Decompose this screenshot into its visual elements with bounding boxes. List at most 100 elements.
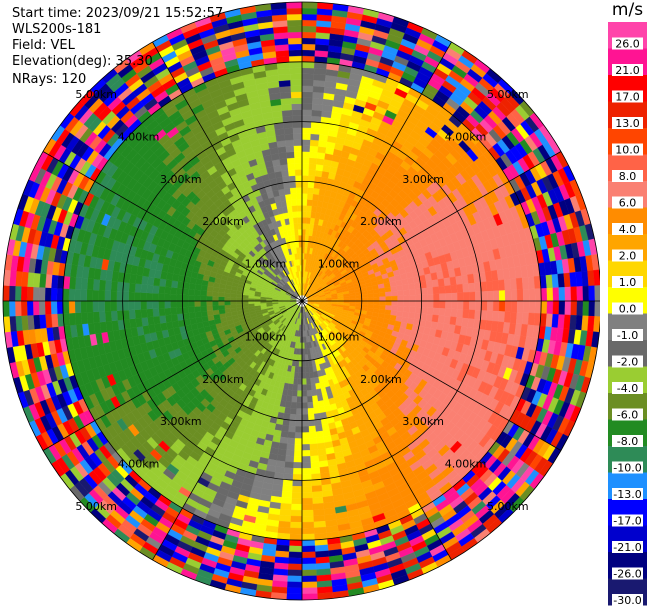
radar-ray [307, 285, 600, 302]
radar-gate [475, 300, 482, 311]
radar-gate [528, 288, 536, 302]
radar-gate [594, 300, 600, 317]
radar-gate [401, 278, 409, 286]
radar-gate [402, 306, 410, 313]
radar-gate [134, 300, 141, 310]
radar-gate [194, 289, 202, 296]
radar-gate [492, 300, 500, 312]
radar-gate [311, 389, 318, 397]
radar-gate [373, 292, 380, 298]
radar-gate [311, 395, 319, 403]
radar-gate [289, 413, 297, 421]
radar-gate [391, 305, 398, 312]
radar-gate [74, 312, 83, 325]
radar-gate [164, 286, 172, 295]
radar-gate [367, 300, 374, 305]
radar-gate [50, 300, 58, 315]
radar-gate [104, 290, 112, 302]
radar-gate [68, 288, 76, 302]
radar-gate [420, 307, 428, 315]
radar-gate [301, 491, 313, 499]
radar-gate [425, 313, 433, 322]
radar-gate [301, 229, 306, 236]
radar-ray [305, 305, 503, 534]
radar-gate [287, 575, 303, 583]
radar-gate [456, 308, 464, 319]
radar-gate [182, 300, 189, 308]
radar-gate [182, 306, 190, 314]
radar-gate [20, 300, 28, 316]
radar-gate [301, 378, 307, 385]
radar-gate [279, 509, 292, 517]
radar-ray [302, 2, 334, 296]
radar-gate [421, 300, 428, 308]
radar-gate [206, 300, 213, 307]
radar-gate [481, 300, 488, 311]
radar-gate [292, 480, 303, 487]
radar-gate [498, 279, 506, 291]
radar-gate [86, 300, 94, 313]
radar-gate [146, 300, 153, 310]
radar-ray [307, 193, 587, 300]
radar-gate [301, 575, 317, 583]
radar-gate [289, 407, 297, 415]
radar-ray [305, 89, 525, 298]
radar-gate [308, 169, 316, 177]
radar-gate [152, 285, 160, 294]
radar-gate [301, 43, 316, 51]
radar-gate [312, 401, 319, 409]
radar-gate [288, 545, 303, 553]
radar-gate [305, 372, 311, 379]
radar-gate [236, 303, 243, 309]
radar-gate [468, 309, 476, 320]
radar-gate [372, 288, 380, 294]
radar-gate [409, 294, 416, 302]
radar-ray [306, 304, 554, 477]
radar-gate [451, 292, 458, 302]
radar-gate [128, 291, 135, 302]
radar-gate [385, 291, 392, 297]
radar-gate [582, 300, 590, 317]
radar-gate [304, 360, 310, 367]
radar-gate [349, 295, 356, 299]
radar-ray [306, 304, 535, 502]
radar-gate [290, 401, 297, 409]
radar-gate [309, 455, 320, 463]
radar-gate [68, 312, 77, 326]
radar-gate [301, 55, 315, 63]
radar-gate [8, 300, 16, 317]
radar-gate [312, 91, 325, 99]
radar-gate [74, 288, 82, 302]
radar-ray [305, 304, 525, 513]
radar-gate [182, 288, 190, 296]
radar-gate [80, 312, 89, 325]
radar-gate [248, 303, 255, 307]
radar-gate [312, 97, 324, 105]
radar-gate [74, 277, 83, 290]
radar-gate [248, 300, 255, 304]
radar-gate [391, 295, 398, 302]
radar-gate [301, 593, 318, 601]
radar-gate [110, 290, 118, 302]
radar-gate [86, 278, 94, 291]
radar-gate [182, 294, 189, 302]
radar-gate [301, 157, 310, 164]
radar-gate [397, 290, 404, 297]
radar-gate [153, 315, 161, 325]
radar-gate [312, 193, 319, 201]
radar-gate [287, 563, 303, 571]
radar-gate [310, 467, 321, 475]
radar-gate [153, 277, 161, 287]
radar-gate [355, 297, 362, 302]
radar-gate [588, 300, 596, 317]
radar-gate [307, 187, 315, 195]
radar-gate [558, 300, 566, 315]
radar-gate [301, 223, 307, 230]
radar-gate [316, 158, 325, 166]
radar-gate [301, 354, 306, 361]
radar-gate [379, 296, 386, 302]
radar-gate [313, 514, 326, 523]
radar-gate [421, 294, 428, 302]
radar-gate [301, 450, 311, 457]
radar-gate [275, 544, 290, 552]
